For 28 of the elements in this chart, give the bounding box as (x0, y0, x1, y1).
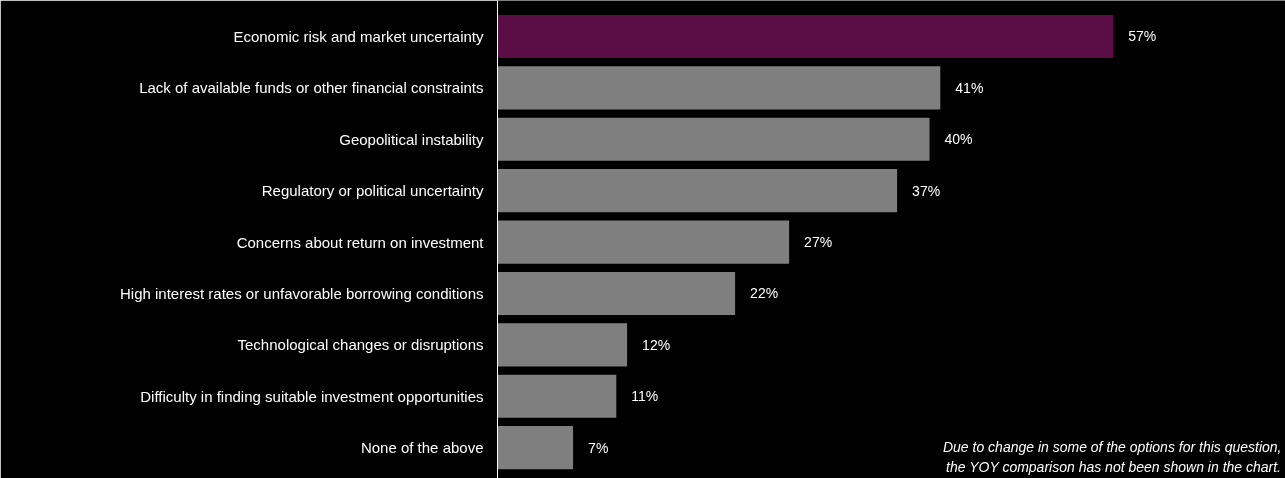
bar (497, 66, 941, 110)
y-tick-label: None of the above (360, 439, 484, 457)
annotation: Due to change in some of the options for this question, the YOY comparison has not been shown in the chart. (942, 438, 1282, 475)
bar (497, 220, 790, 264)
data-label: 7% (588, 439, 609, 456)
data-label: 27% (804, 234, 833, 251)
data-label: 22% (750, 285, 779, 302)
bar (497, 374, 617, 418)
y-tick-label: Difficulty in finding suitable investment opportunities (140, 387, 484, 405)
bar (497, 169, 898, 213)
y-tick-label: Concerns about return on investment (236, 233, 485, 251)
data-label: 12% (642, 336, 671, 353)
y-tick-label: Lack of available funds or other financial constraints (139, 79, 484, 97)
data-label: 11% (631, 388, 659, 405)
bar (497, 426, 574, 470)
bar (497, 271, 736, 316)
data-label: 57% (1128, 28, 1157, 45)
data-label: 40% (944, 131, 973, 148)
bar (497, 14, 1114, 59)
bar (497, 323, 628, 367)
y-tick-label: High interest rates or unfavorable borrowing conditions (119, 284, 484, 302)
y-tick-label: Regulatory or political uncertainty (261, 182, 484, 200)
data-label: 41% (955, 79, 984, 96)
bar (497, 117, 930, 161)
data-label: 37% (912, 182, 941, 199)
y-tick-label: Economic risk and market uncertainty (233, 27, 484, 45)
y-tick-label: Technological changes or disruptions (237, 336, 484, 354)
y-tick-label: Geopolitical instability (339, 130, 484, 148)
